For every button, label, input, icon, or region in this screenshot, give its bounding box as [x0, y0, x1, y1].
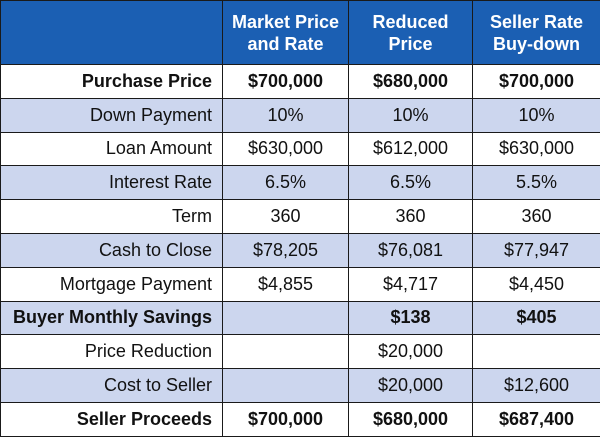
cell-seller-rate-buy-down: $12,600: [473, 369, 600, 403]
row-label: Cost to Seller: [1, 369, 223, 403]
cell-market-price-and-rate: [223, 335, 349, 369]
row-label: Loan Amount: [1, 132, 223, 166]
cell-seller-rate-buy-down: $630,000: [473, 132, 600, 166]
cell-reduced-price: $138: [349, 301, 473, 335]
row-label: Seller Proceeds: [1, 402, 223, 436]
row-mortgage-payment: Mortgage Payment $4,855 $4,717 $4,450: [1, 267, 600, 301]
row-label: Mortgage Payment: [1, 267, 223, 301]
row-label: Purchase Price: [1, 65, 223, 99]
cell-reduced-price: $20,000: [349, 335, 473, 369]
row-label: Interest Rate: [1, 166, 223, 200]
column-header-market-price-and-rate: Market Price and Rate: [223, 1, 349, 65]
row-cost-to-seller: Cost to Seller $20,000 $12,600: [1, 369, 600, 403]
row-seller-proceeds: Seller Proceeds $700,000 $680,000 $687,4…: [1, 402, 600, 436]
column-header-reduced-price: Reduced Price: [349, 1, 473, 65]
cell-reduced-price: $4,717: [349, 267, 473, 301]
row-loan-amount: Loan Amount $630,000 $612,000 $630,000: [1, 132, 600, 166]
cell-reduced-price: 6.5%: [349, 166, 473, 200]
cell-market-price-and-rate: $4,855: [223, 267, 349, 301]
row-label: Cash to Close: [1, 233, 223, 267]
cell-seller-rate-buy-down: $700,000: [473, 65, 600, 99]
cell-reduced-price: $76,081: [349, 233, 473, 267]
row-label: Down Payment: [1, 98, 223, 132]
cell-market-price-and-rate: $78,205: [223, 233, 349, 267]
cell-market-price-and-rate: $700,000: [223, 402, 349, 436]
cell-seller-rate-buy-down: $687,400: [473, 402, 600, 436]
row-label: Term: [1, 200, 223, 234]
column-header-seller-rate-buy-down: Seller Rate Buy-down: [473, 1, 600, 65]
header-corner-cell: [1, 1, 223, 65]
row-buyer-monthly-savings: Buyer Monthly Savings $138 $405: [1, 301, 600, 335]
row-cash-to-close: Cash to Close $78,205 $76,081 $77,947: [1, 233, 600, 267]
cell-market-price-and-rate: 6.5%: [223, 166, 349, 200]
row-label: Price Reduction: [1, 335, 223, 369]
cell-reduced-price: $680,000: [349, 65, 473, 99]
cell-seller-rate-buy-down: 5.5%: [473, 166, 600, 200]
cell-reduced-price: $680,000: [349, 402, 473, 436]
cell-market-price-and-rate: 10%: [223, 98, 349, 132]
cell-reduced-price: 10%: [349, 98, 473, 132]
cell-seller-rate-buy-down: $405: [473, 301, 600, 335]
cell-market-price-and-rate: [223, 301, 349, 335]
cell-market-price-and-rate: $700,000: [223, 65, 349, 99]
header-row: Market Price and Rate Reduced Price Sell…: [1, 1, 600, 65]
cell-reduced-price: $612,000: [349, 132, 473, 166]
cell-seller-rate-buy-down: 360: [473, 200, 600, 234]
row-interest-rate: Interest Rate 6.5% 6.5% 5.5%: [1, 166, 600, 200]
row-term: Term 360 360 360: [1, 200, 600, 234]
row-purchase-price: Purchase Price $700,000 $680,000 $700,00…: [1, 65, 600, 99]
cell-reduced-price: $20,000: [349, 369, 473, 403]
row-price-reduction: Price Reduction $20,000: [1, 335, 600, 369]
cell-seller-rate-buy-down: $4,450: [473, 267, 600, 301]
cell-market-price-and-rate: 360: [223, 200, 349, 234]
cell-seller-rate-buy-down: [473, 335, 600, 369]
row-down-payment: Down Payment 10% 10% 10%: [1, 98, 600, 132]
cell-seller-rate-buy-down: 10%: [473, 98, 600, 132]
row-label: Buyer Monthly Savings: [1, 301, 223, 335]
cell-reduced-price: 360: [349, 200, 473, 234]
cell-market-price-and-rate: [223, 369, 349, 403]
cell-seller-rate-buy-down: $77,947: [473, 233, 600, 267]
cell-market-price-and-rate: $630,000: [223, 132, 349, 166]
